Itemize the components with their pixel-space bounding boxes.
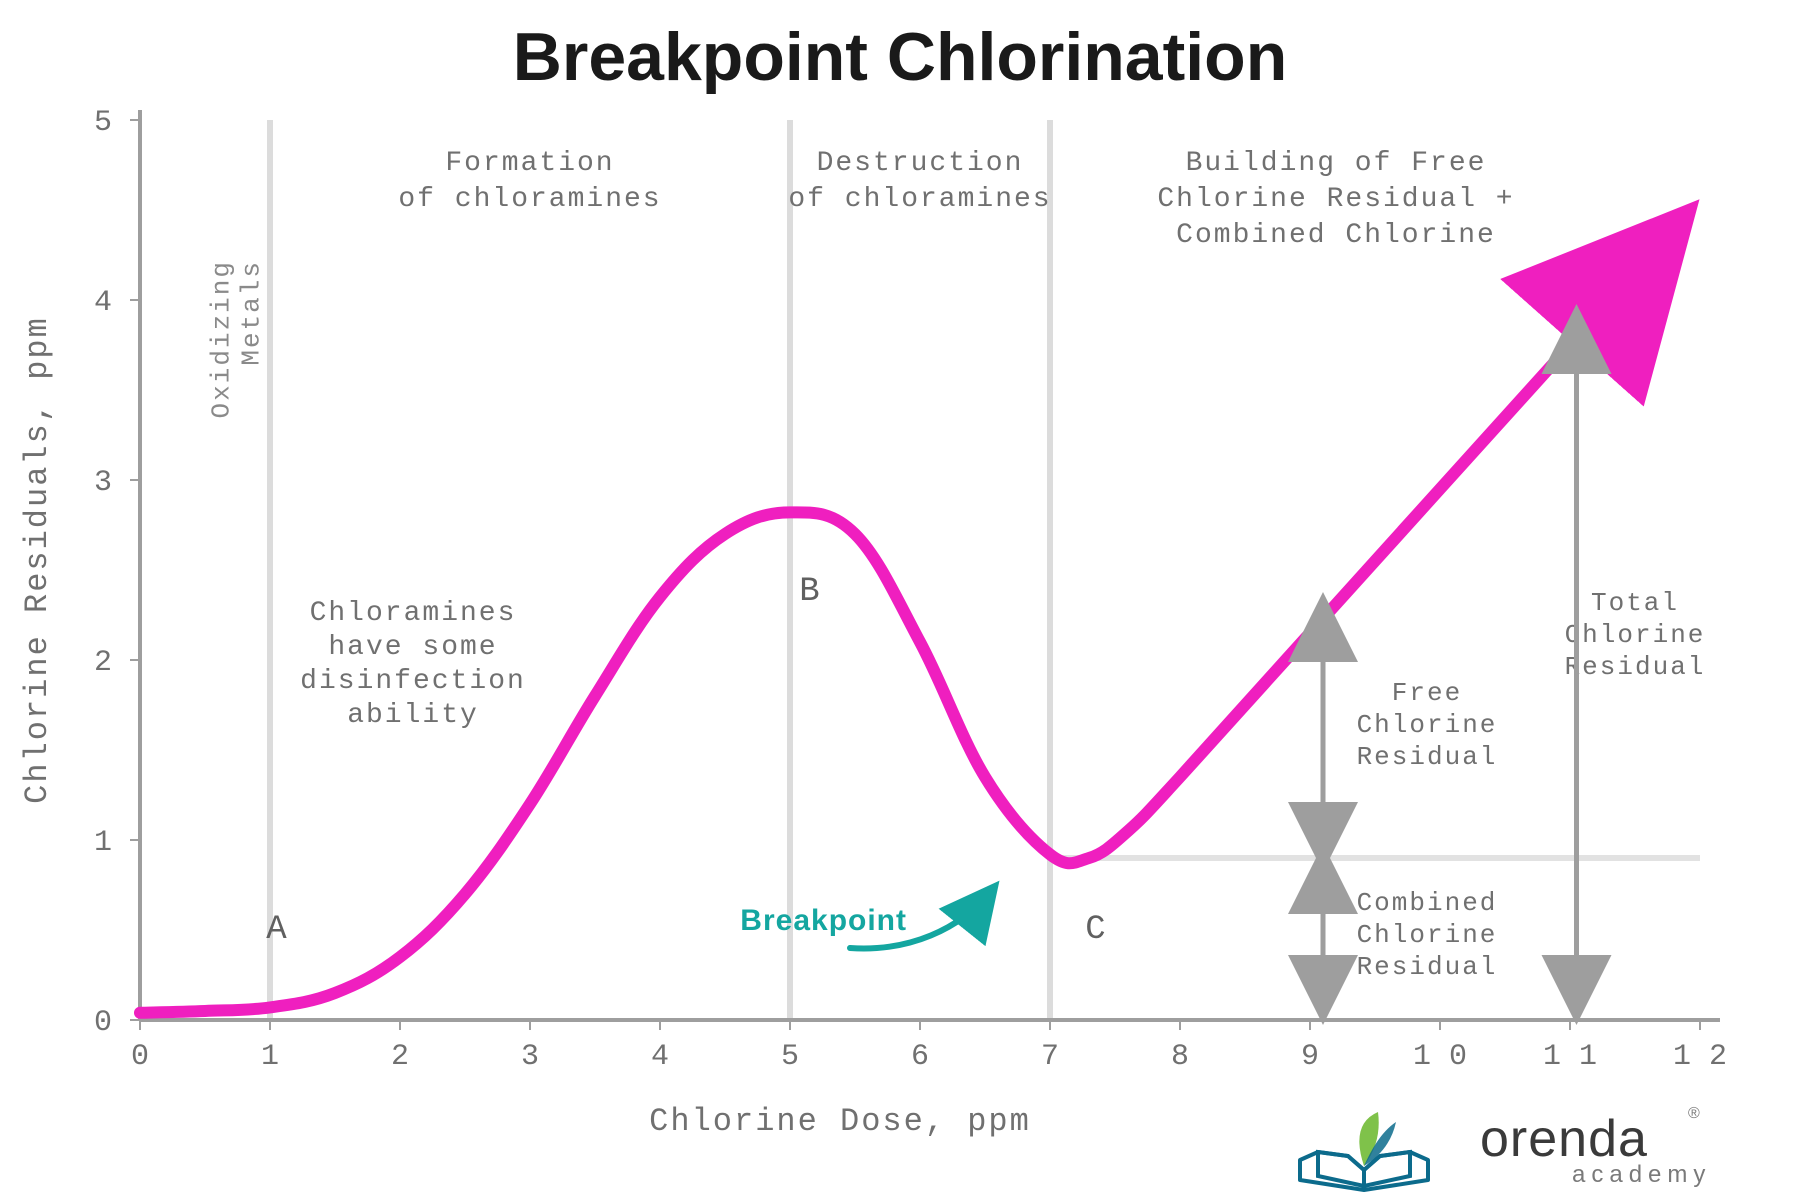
x-tick-label: 2 <box>391 1040 409 1074</box>
x-tick-label: 1 <box>261 1040 279 1074</box>
y-tick-label: 3 <box>94 466 112 500</box>
y-tick-label: 0 <box>94 1006 112 1040</box>
svg-text:Formation: Formation <box>445 148 614 179</box>
x-tick-label: 1 0 <box>1413 1040 1467 1074</box>
svg-text:disinfection: disinfection <box>300 666 526 697</box>
chart-title: Breakpoint Chlorination <box>513 19 1287 95</box>
svg-text:Building of Free: Building of Free <box>1186 148 1487 179</box>
y-tick-label: 4 <box>94 286 112 320</box>
x-tick-label: 9 <box>1301 1040 1319 1074</box>
svg-text:Metals: Metals <box>236 260 266 366</box>
svg-text:of chloramines: of chloramines <box>398 184 661 215</box>
svg-text:of chloramines: of chloramines <box>788 184 1051 215</box>
svg-text:Combined Chlorine: Combined Chlorine <box>1176 220 1496 251</box>
x-tick-label: 3 <box>521 1040 539 1074</box>
label-free-residual: FreeChlorineResidual <box>1357 678 1498 772</box>
x-tick-label: 7 <box>1041 1040 1059 1074</box>
y-tick-label: 5 <box>94 106 112 140</box>
svg-text:Chlorine: Chlorine <box>1357 710 1498 740</box>
svg-text:ability: ability <box>347 700 479 731</box>
svg-text:Total: Total <box>1591 588 1679 618</box>
svg-text:Free: Free <box>1392 678 1462 708</box>
y-tick-label: 1 <box>94 826 112 860</box>
x-tick-label: 6 <box>911 1040 929 1074</box>
point-label-c: C <box>1085 911 1105 949</box>
logo-sub-text: academy <box>1572 1161 1711 1188</box>
x-tick-label: 0 <box>131 1040 149 1074</box>
registered-icon: ® <box>1688 1105 1700 1122</box>
x-tick-label: 1 2 <box>1673 1040 1727 1074</box>
svg-text:have some: have some <box>328 632 497 663</box>
svg-text:Chloramines: Chloramines <box>310 598 517 629</box>
label-total-residual: TotalChlorineResidual <box>1565 588 1706 682</box>
x-tick-label: 5 <box>781 1040 799 1074</box>
svg-text:Oxidizing: Oxidizing <box>206 260 236 418</box>
x-tick-label: 8 <box>1171 1040 1189 1074</box>
breakpoint-callout: Breakpoint <box>740 904 907 937</box>
region-title-formation: Formation of chloramines <box>398 148 661 215</box>
region-title-destruction: Destruction of chloramines <box>788 148 1051 215</box>
svg-text:Residual: Residual <box>1357 742 1498 772</box>
label-combined-residual: CombinedChlorineResidual <box>1357 888 1498 982</box>
svg-text:Combined: Combined <box>1357 888 1498 918</box>
region-title-oxidizing-metals: OxidizingMetals <box>206 260 266 418</box>
orenda-logo: orendaacademy ® <box>1300 1105 1711 1190</box>
svg-text:Chlorine: Chlorine <box>1357 920 1498 950</box>
svg-text:Residual: Residual <box>1565 652 1706 682</box>
chart-svg: 0 1 2 3 4 5 6 7 8 9 1 0 1 1 1 2 0 1 2 3 4 5 Chlorine Dose, … <box>0 0 1800 1198</box>
y-axis-label-svg: Chlorine Residuals, ppm <box>19 316 56 804</box>
region-title-building: Building of Free Chlorine Residual + Combi… <box>1157 148 1514 251</box>
svg-text:Chlorine Residual +: Chlorine Residual + <box>1157 184 1514 215</box>
point-label-a: A <box>266 911 287 949</box>
point-label-b: B <box>799 573 819 611</box>
svg-text:Chlorine: Chlorine <box>1565 620 1706 650</box>
label-chloramines-ability: Chloramineshave somedisinfectionability <box>300 598 526 731</box>
svg-text:Residual: Residual <box>1357 952 1498 982</box>
x-axis-label-svg: Chlorine Dose, ppm <box>649 1103 1031 1140</box>
x-tick-label: 1 1 <box>1543 1040 1597 1074</box>
logo-brand-text: orenda <box>1480 1110 1648 1168</box>
svg-text:Destruction: Destruction <box>817 148 1024 179</box>
y-tick-label: 2 <box>94 646 112 680</box>
breakpoint-chlorination-chart: 0 1 2 3 4 5 6 7 8 9 1 0 1 1 1 2 0 1 2 3 4 5 Chlorine Dose, … <box>0 0 1800 1198</box>
x-tick-label: 4 <box>651 1040 669 1074</box>
